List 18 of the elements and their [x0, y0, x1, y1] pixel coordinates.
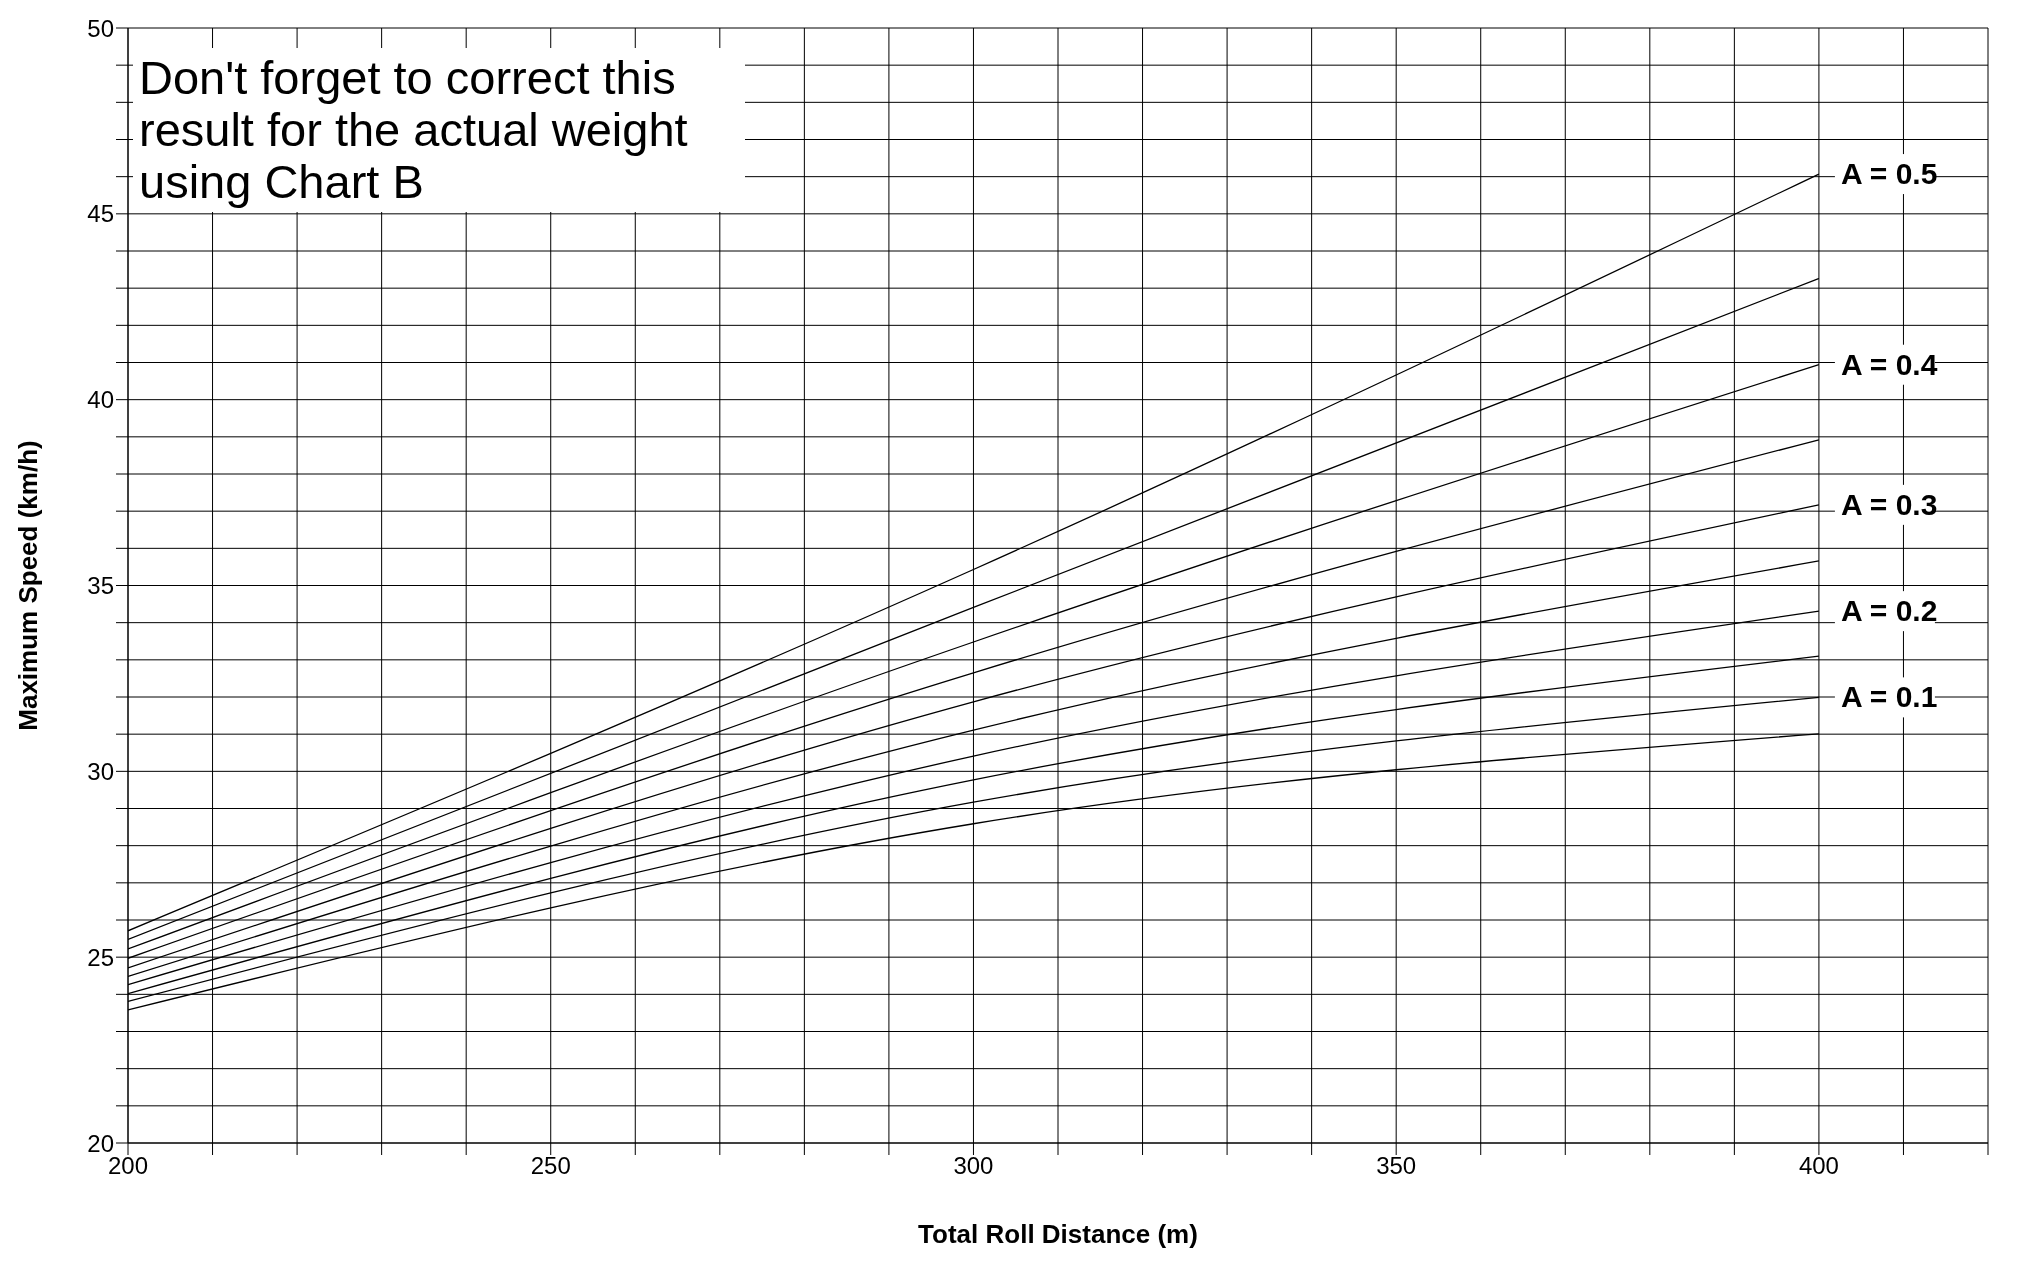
x-tick-label: 400 — [1798, 1152, 1839, 1180]
annotation: Don't forget to correct this result for the actual weight using Chart B — [133, 48, 745, 212]
y-tick-label: 25 — [87, 943, 114, 971]
y-tick-label: 50 — [87, 14, 114, 42]
series-label: A = 0.4 — [1840, 347, 1938, 381]
x-axis-title: Total Roll Distance (m) — [918, 1219, 1198, 1249]
series-label: A = 0.3 — [1840, 487, 1938, 521]
series-label: A = 0.2 — [1840, 594, 1938, 628]
y-tick-label: 40 — [87, 386, 114, 414]
y-axis-title: Maximum Speed (km/h) — [13, 440, 44, 731]
y-tick-label: 35 — [87, 572, 114, 600]
x-tick-label: 300 — [953, 1152, 994, 1180]
y-tick-label: 30 — [87, 757, 114, 785]
x-tick-label: 250 — [530, 1152, 571, 1180]
y-tick-label: 45 — [87, 200, 114, 228]
series-label: A = 0.5 — [1840, 157, 1938, 191]
series-label: A = 0.1 — [1840, 680, 1938, 714]
x-tick-label: 350 — [1376, 1152, 1417, 1180]
